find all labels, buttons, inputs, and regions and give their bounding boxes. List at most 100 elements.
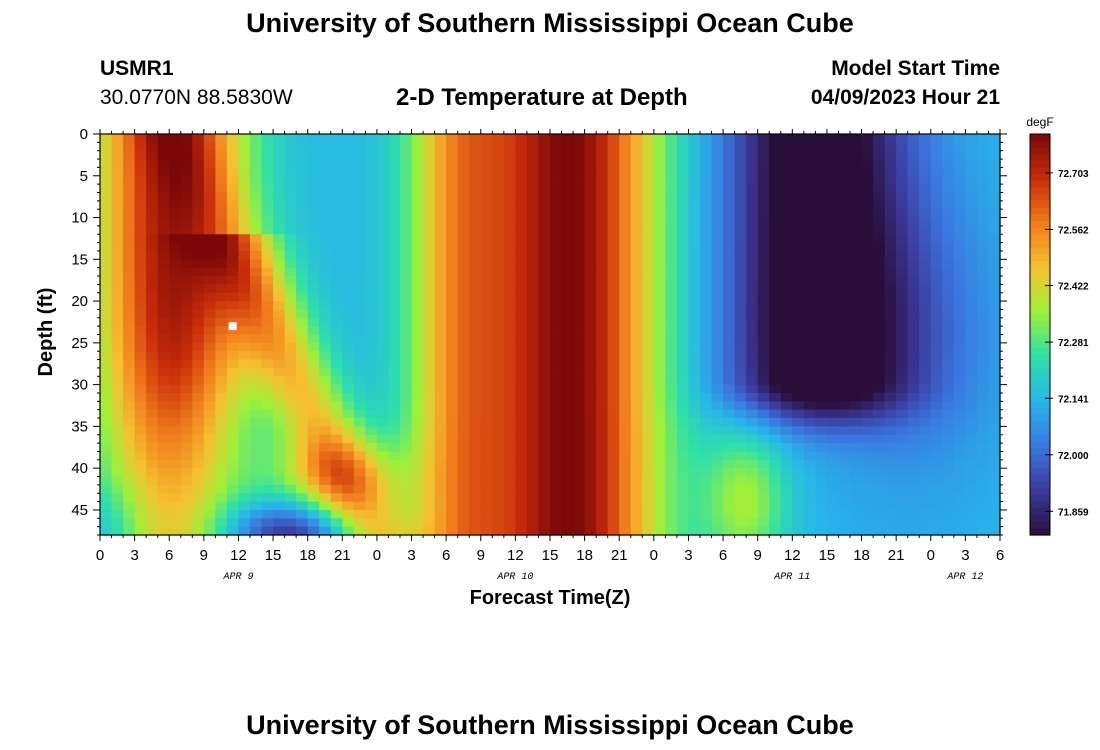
heatmap-cell (850, 309, 863, 319)
heatmap-cell (896, 284, 909, 294)
heatmap-cell (307, 426, 320, 436)
heatmap-cell (988, 367, 1001, 377)
heatmap-cell (330, 484, 343, 494)
heatmap-cell (930, 267, 943, 277)
heatmap-cell (538, 142, 551, 152)
heatmap-cell (953, 376, 966, 386)
heatmap-cell (134, 167, 147, 177)
heatmap-cell (526, 509, 540, 519)
heatmap-cell (446, 167, 459, 177)
heatmap-cell (100, 259, 113, 269)
heatmap-cell (665, 267, 678, 277)
heatmap-cell (330, 443, 343, 453)
heatmap-cell (123, 476, 136, 486)
heatmap-cell (550, 134, 563, 143)
heatmap-cell (907, 359, 920, 369)
heatmap-cell (434, 234, 447, 244)
heatmap-cell (492, 334, 505, 344)
heatmap-cell (584, 150, 597, 160)
heatmap-cell (411, 409, 424, 419)
heatmap-cell (642, 209, 655, 219)
heatmap-cell (873, 134, 886, 143)
heatmap-cell (942, 175, 955, 185)
heatmap-cell (157, 167, 170, 177)
heatmap-cell (803, 225, 816, 235)
heatmap-cell (573, 443, 586, 453)
heatmap-cell (169, 443, 182, 453)
heatmap-cell (780, 484, 793, 494)
heatmap-cell (861, 234, 874, 244)
heatmap-cell (792, 418, 805, 427)
heatmap-cell (584, 259, 597, 269)
heatmap-cell (307, 334, 320, 344)
heatmap-cell (596, 359, 609, 369)
heatmap-cell (226, 426, 240, 436)
heatmap-cell (503, 301, 516, 311)
heatmap-cell (307, 192, 320, 202)
heatmap-cell (284, 217, 297, 227)
heatmap-cell (192, 159, 205, 169)
heatmap-cell (596, 342, 609, 352)
colorbar-tick-label: 71.859 (1058, 507, 1089, 518)
heatmap-cell (215, 326, 228, 336)
heatmap-cell (238, 392, 251, 402)
heatmap-cell (180, 384, 193, 394)
heatmap-cell (550, 401, 563, 411)
heatmap-cell (642, 267, 655, 277)
heatmap-cell (723, 426, 736, 436)
heatmap-cell (896, 418, 909, 427)
heatmap-cell (146, 359, 159, 369)
heatmap-cell (930, 134, 943, 143)
heatmap-cell (353, 150, 366, 160)
heatmap-cell (342, 284, 355, 294)
heatmap-cell (192, 484, 205, 494)
heatmap-cell (123, 217, 136, 227)
heatmap-cell (700, 468, 713, 478)
heatmap-cell (665, 359, 678, 369)
heatmap-cell (861, 334, 874, 344)
heatmap-cell (792, 267, 805, 277)
heatmap-cell (573, 342, 586, 352)
heatmap-cell (642, 184, 655, 194)
heatmap-cell (584, 134, 597, 143)
heatmap-cell (734, 217, 747, 227)
heatmap-cell (676, 150, 690, 160)
heatmap-cell (619, 234, 632, 244)
heatmap-cell (526, 250, 540, 260)
heatmap-cell (365, 401, 378, 411)
heatmap-cell (226, 209, 240, 219)
heatmap-cell (226, 184, 240, 194)
heatmap-cell (619, 476, 632, 486)
heatmap-cell (676, 267, 690, 277)
heatmap-cell (942, 326, 955, 336)
heatmap-cell (919, 334, 932, 344)
heatmap-cell (353, 192, 366, 202)
heatmap-cell (873, 250, 886, 260)
heatmap-cell (896, 434, 909, 444)
heatmap-cell (111, 493, 124, 503)
heatmap-cell (111, 476, 124, 486)
colorbar-segment (1030, 394, 1050, 402)
heatmap-cell (780, 384, 793, 394)
x-tick-label: 12 (230, 547, 247, 564)
heatmap-cell (353, 401, 366, 411)
heatmap-cell (861, 493, 874, 503)
heatmap-cell (273, 225, 286, 235)
heatmap-cell (515, 334, 528, 344)
heatmap-cell (850, 276, 863, 285)
heatmap-cell (273, 317, 286, 327)
heatmap-cell (919, 209, 932, 219)
heatmap-cell (815, 518, 828, 528)
heatmap-cell (803, 484, 816, 494)
heatmap-cell (815, 476, 828, 486)
heatmap-cell (215, 142, 228, 152)
heatmap-cell (180, 217, 193, 227)
heatmap-cell (515, 225, 528, 235)
colorbar-segment (1030, 468, 1050, 476)
heatmap-cell (723, 284, 736, 294)
heatmap-cell (157, 493, 170, 503)
heatmap-cell (111, 409, 124, 419)
heatmap-cell (665, 234, 678, 244)
heatmap-cell (792, 501, 805, 511)
heatmap-cell (838, 342, 851, 352)
